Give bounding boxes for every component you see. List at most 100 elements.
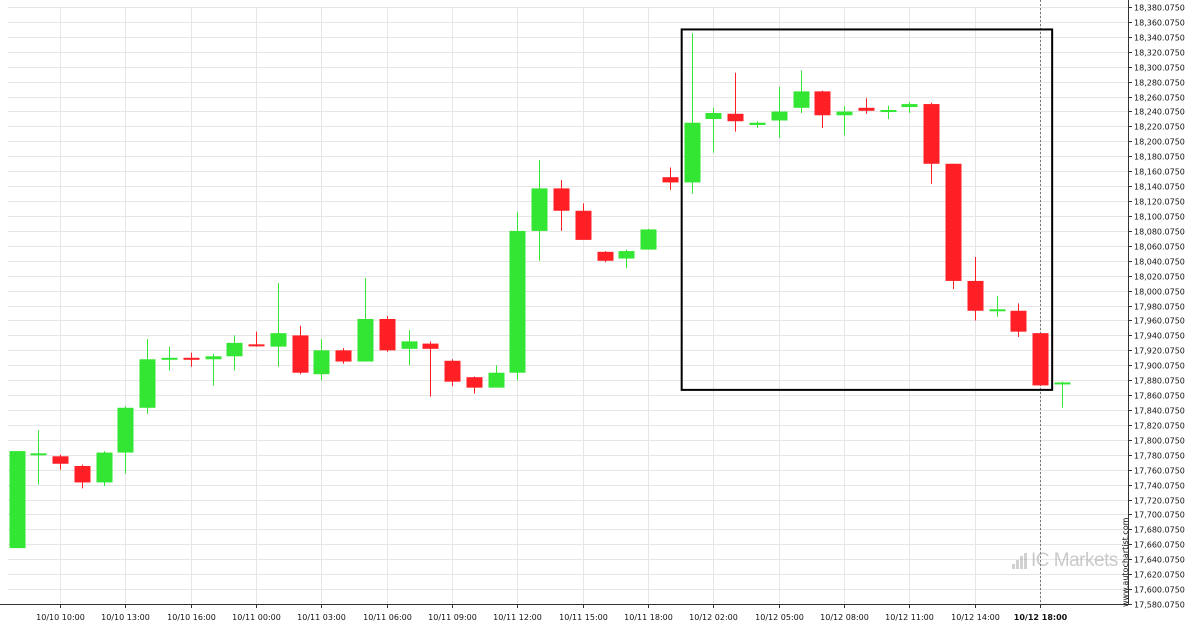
candle-body <box>292 335 309 373</box>
y-tick-label: 18,360.0750 <box>1134 19 1185 28</box>
y-tick-label: 17,580.0750 <box>1134 601 1185 610</box>
x-tick-label: 10/12 18:00 <box>1014 613 1068 622</box>
x-tick-label: 10/10 16:00 <box>167 613 216 622</box>
y-tick-label: 18,140.0750 <box>1134 183 1185 192</box>
x-tick-label: 10/11 18:00 <box>624 613 673 622</box>
candle-body <box>313 350 330 375</box>
candle-body <box>640 229 657 250</box>
y-tick-label: 17,720.0750 <box>1134 497 1185 506</box>
candle-body <box>444 360 461 382</box>
candle-body <box>749 122 766 125</box>
candle-body <box>379 318 396 351</box>
candle-body <box>1010 310 1027 332</box>
candle-body <box>793 91 810 108</box>
x-tick-label: 10/12 02:00 <box>689 613 738 622</box>
x-tick-label: 10/11 03:00 <box>297 613 346 622</box>
candle-body <box>357 318 374 362</box>
y-tick-label: 17,800.0750 <box>1134 437 1185 446</box>
candle-body <box>618 251 635 259</box>
y-tick-label: 17,860.0750 <box>1134 392 1185 401</box>
y-tick-label: 17,640.0750 <box>1134 556 1185 565</box>
x-tick-label: 10/11 06:00 <box>363 613 412 622</box>
x-axis: 10/10 10:00 10/10 13:00 10/10 16:00 10/11 0… <box>0 604 1128 622</box>
x-tick-label: 10/11 09:00 <box>428 613 477 622</box>
candle-body <box>422 343 439 349</box>
y-tick-label: 17,760.0750 <box>1134 467 1185 476</box>
candle-body <box>466 377 483 388</box>
candle-body <box>684 122 701 183</box>
y-tick-label: 18,300.0750 <box>1134 64 1185 73</box>
y-tick-label: 18,180.0750 <box>1134 153 1185 162</box>
candle-body <box>989 309 1006 312</box>
candle-body <box>248 344 265 347</box>
candle-body <box>488 372 505 388</box>
y-tick-label: 18,280.0750 <box>1134 79 1185 88</box>
y-tick-label: 17,660.0750 <box>1134 541 1185 550</box>
x-tick-label: 10/12 11:00 <box>885 613 934 622</box>
grid-lines <box>8 0 1128 605</box>
y-tick-label: 18,240.0750 <box>1134 108 1185 117</box>
y-tick-label: 18,320.0750 <box>1134 49 1185 58</box>
y-tick-label: 18,200.0750 <box>1134 138 1185 147</box>
y-tick-label: 17,600.0750 <box>1134 586 1185 595</box>
candle-body <box>597 251 614 261</box>
candle-body <box>880 110 897 113</box>
highlight-box-layer <box>680 28 1054 391</box>
y-tick-label: 17,880.0750 <box>1134 377 1185 386</box>
candle-body <box>1032 333 1049 386</box>
pattern-highlight-box <box>680 28 1054 391</box>
y-tick-label: 17,900.0750 <box>1134 362 1185 371</box>
candle-body <box>771 111 788 121</box>
x-tick-label: 10/11 15:00 <box>559 613 608 622</box>
y-tick-label: 17,940.0750 <box>1134 332 1185 341</box>
y-tick-label: 17,620.0750 <box>1134 571 1185 580</box>
site-label: www.autochartist.com <box>1121 517 1130 607</box>
watermark-text: IC Markets <box>1031 550 1118 571</box>
candle-body <box>509 230 526 373</box>
candle-body <box>945 163 962 281</box>
x-tick-label: 10/10 13:00 <box>101 613 150 622</box>
candle-body <box>9 451 26 549</box>
y-tick-label: 18,220.0750 <box>1134 123 1185 132</box>
y-tick-label: 17,780.0750 <box>1134 452 1185 461</box>
candles <box>9 33 1071 549</box>
candle-body <box>923 104 940 164</box>
x-tick-label: 10/12 05:00 <box>755 613 804 622</box>
candle-body <box>531 188 548 231</box>
x-tick-label: 10/12 14:00 <box>951 613 1000 622</box>
y-tick-label: 18,020.0750 <box>1134 273 1185 282</box>
y-tick-label: 17,980.0750 <box>1134 303 1185 312</box>
candle-body <box>967 280 984 311</box>
candle-body <box>1054 382 1071 385</box>
candle-body <box>401 341 418 349</box>
y-tick-label: 17,960.0750 <box>1134 317 1185 326</box>
candle-body <box>553 188 570 211</box>
y-tick-label: 17,820.0750 <box>1134 422 1185 431</box>
candle-body <box>183 357 200 360</box>
y-tick-label: 18,000.0750 <box>1134 288 1185 297</box>
candle-body <box>335 350 352 362</box>
candle-body <box>901 104 918 108</box>
candle-body <box>836 111 853 116</box>
candle-body <box>30 453 47 456</box>
y-tick-label: 18,340.0750 <box>1134 34 1185 43</box>
y-tick-label: 18,160.0750 <box>1134 168 1185 177</box>
x-tick-label: 10/11 12:00 <box>493 613 542 622</box>
y-tick-label: 18,060.0750 <box>1134 243 1185 252</box>
candle-body <box>662 177 679 183</box>
x-tick-label: 10/10 10:00 <box>36 613 85 622</box>
candle-body <box>226 342 243 357</box>
y-tick-label: 18,040.0750 <box>1134 258 1185 267</box>
y-tick-label: 18,260.0750 <box>1134 94 1185 103</box>
x-tick-label: 10/11 00:00 <box>232 613 281 622</box>
candle-body <box>727 113 744 122</box>
candle-body <box>705 113 722 119</box>
candle-body <box>161 357 178 360</box>
y-tick-label: 18,080.0750 <box>1134 228 1185 237</box>
candle-body <box>858 107 875 111</box>
y-tick-label: 17,840.0750 <box>1134 407 1185 416</box>
y-tick-label: 17,740.0750 <box>1134 482 1185 491</box>
icmarkets-watermark: IC Markets <box>1012 548 1122 574</box>
candle-body <box>139 359 156 408</box>
